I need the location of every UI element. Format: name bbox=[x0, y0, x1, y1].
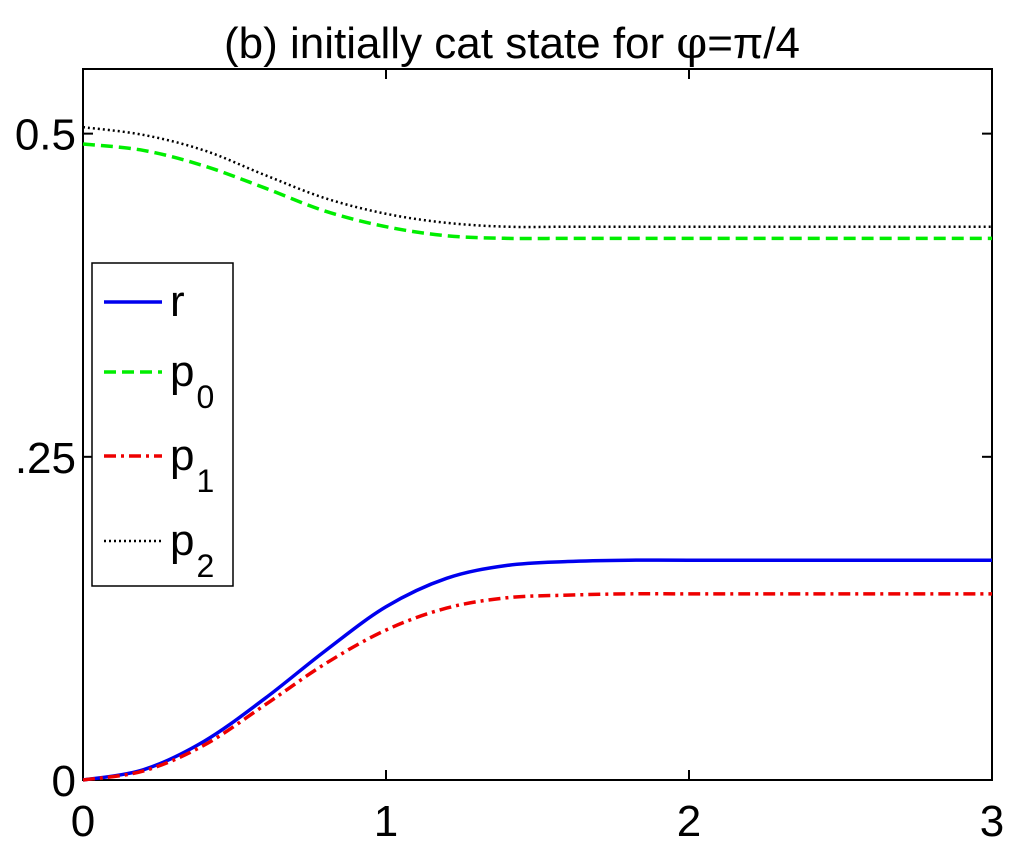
series-layer bbox=[82, 125, 992, 782]
series-line-0 bbox=[82, 558, 992, 782]
legend-subscript: 1 bbox=[196, 463, 214, 499]
y-tick-label: .25 bbox=[15, 434, 76, 483]
x-tick-label: 3 bbox=[980, 797, 1004, 846]
chart-title: (b) initially cat state for φ=π/4 bbox=[224, 18, 800, 69]
legend-name: p bbox=[170, 516, 194, 565]
y-tick-label: 0.5 bbox=[15, 111, 76, 160]
plot-area-frame bbox=[82, 68, 993, 781]
legend-label-2: p1 bbox=[170, 431, 214, 499]
series-line-1 bbox=[82, 142, 992, 241]
x-tick-label: 2 bbox=[677, 797, 701, 846]
axis-ticks: 0 1 2 3 0 .25 0.5 bbox=[15, 69, 1004, 846]
x-tick-label: 1 bbox=[374, 797, 398, 846]
legend-subscript: 2 bbox=[196, 548, 214, 584]
legend-subscript: 0 bbox=[196, 379, 214, 415]
legend-label-3: p2 bbox=[170, 516, 214, 584]
chart-title-prefix: (b) initially cat state for bbox=[224, 19, 676, 68]
legend-box bbox=[91, 262, 234, 587]
legend-label-1: p0 bbox=[170, 347, 214, 415]
y-tick-label: 0 bbox=[52, 757, 76, 806]
legend-name: p bbox=[170, 347, 194, 396]
chart-title-suffix: =π/4 bbox=[707, 19, 800, 68]
series-line-2 bbox=[82, 592, 992, 782]
x-tick-label: 0 bbox=[71, 797, 95, 846]
series-line-3 bbox=[82, 125, 992, 229]
legend-name: r bbox=[170, 277, 185, 326]
legend-name: p bbox=[170, 431, 194, 480]
chart-title-phi: φ bbox=[676, 18, 707, 69]
legend-label-0: r bbox=[170, 277, 185, 326]
